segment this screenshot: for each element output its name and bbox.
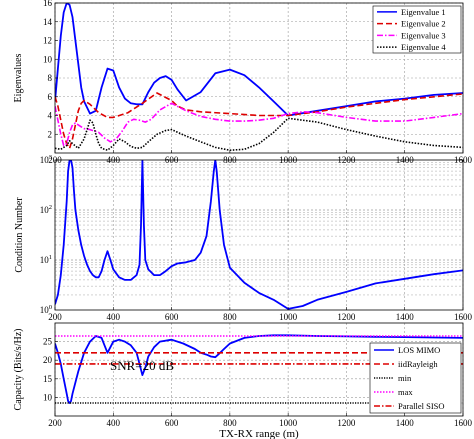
x-tick-label: 400 bbox=[107, 312, 121, 322]
x-tick-label: 400 bbox=[107, 418, 121, 428]
legend-label: Eigenvalue 1 bbox=[401, 7, 446, 17]
y-tick-label: 100 bbox=[40, 304, 52, 315]
x-tick-label: 1600 bbox=[454, 312, 473, 322]
y-tick-label: 20 bbox=[43, 355, 53, 365]
plot-frame bbox=[54, 322, 464, 417]
series-line-eigenvalue-3 bbox=[55, 102, 463, 147]
y-tick-label: 10 bbox=[43, 392, 53, 402]
series-line-condition-number bbox=[55, 160, 463, 310]
gridlines bbox=[54, 160, 464, 310]
series-line-eigenvalue-2 bbox=[55, 92, 463, 150]
series-line-eigenvalue-4 bbox=[55, 117, 463, 151]
y-tick-label: 2 bbox=[48, 129, 53, 139]
x-tick-label: 600 bbox=[165, 312, 179, 322]
y-axis-label: Condition Number bbox=[14, 197, 25, 273]
y-tick-label: 8 bbox=[48, 73, 53, 83]
y-tick-label: 103 bbox=[40, 154, 52, 165]
snr-annotation: SNR=20 dB bbox=[110, 358, 174, 373]
y-tick-label: 14 bbox=[43, 17, 53, 27]
capacity-panel: 200 400 600 800 1000 1200 1400 1600 10 15 20 25 Capa… bbox=[13, 322, 473, 439]
y-tick-label: 12 bbox=[43, 36, 52, 46]
legend-label: Eigenvalue 3 bbox=[401, 30, 446, 40]
y-axis-label: Eigenvalues bbox=[13, 53, 24, 102]
y-tick-label: 101 bbox=[40, 254, 52, 265]
x-tick-label: 1200 bbox=[337, 312, 356, 322]
y-axis-label: Capacity (Bits/s/Hz) bbox=[13, 329, 24, 411]
x-tick-label: 200 bbox=[48, 312, 62, 322]
y-tick-label: 15 bbox=[43, 374, 53, 384]
legend: LOS MIMO iidRayleigh min max Parallel SISO bbox=[369, 342, 462, 414]
plot-frame bbox=[54, 159, 464, 311]
x-tick-label: 1400 bbox=[396, 312, 415, 322]
x-tick-label: 1400 bbox=[396, 418, 415, 428]
legend-label: Eigenvalue 4 bbox=[401, 42, 446, 52]
x-axis-label: TX-RX range (m) bbox=[219, 428, 299, 439]
x-tick-label: 1200 bbox=[337, 418, 356, 428]
y-tick-label: 4 bbox=[48, 111, 53, 121]
legend-label: LOS MIMO bbox=[398, 345, 440, 355]
y-tick-label: 102 bbox=[40, 204, 52, 215]
series-line-eigenvalue-1 bbox=[55, 3, 463, 117]
y-tick-label: 25 bbox=[43, 337, 53, 347]
x-tick-label: 1600 bbox=[454, 418, 473, 428]
legend-label: min bbox=[398, 373, 412, 383]
y-tick-label: 10 bbox=[43, 54, 53, 64]
legend-label: max bbox=[398, 387, 413, 397]
x-tick-label: 800 bbox=[223, 418, 237, 428]
x-tick-label: 200 bbox=[48, 418, 62, 428]
y-tick-label: 16 bbox=[43, 0, 53, 8]
legend-label: iidRayleigh bbox=[398, 359, 438, 369]
x-tick-label: 800 bbox=[223, 312, 237, 322]
legend-label: Eigenvalue 2 bbox=[401, 19, 446, 29]
x-tick-label: 1000 bbox=[279, 418, 298, 428]
condition-number-panel: 200 400 600 800 1000 1200 1400 1600 100 101 102 103… bbox=[14, 154, 473, 322]
x-tick-label: 1000 bbox=[279, 312, 298, 322]
legend-label: Parallel SISO bbox=[398, 401, 445, 411]
y-tick-label: 6 bbox=[48, 92, 53, 102]
eigenvalue-panel: 200 400 600 800 1000 1200 1400 1600246810121416… bbox=[13, 0, 473, 165]
x-tick-label: 600 bbox=[165, 418, 179, 428]
